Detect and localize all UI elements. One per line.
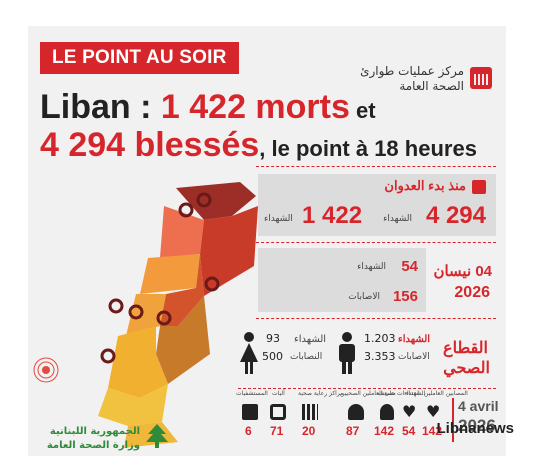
vertical-divider	[452, 398, 454, 442]
cedar-icon	[146, 424, 168, 448]
since-dead-label: الشهداء	[264, 214, 293, 224]
day-date: 04 نيسان	[433, 263, 492, 280]
ambulance-icon	[270, 404, 286, 420]
day-box: 54 الشهداء 156 الاصابات	[258, 248, 426, 312]
icon-value-3: 87	[346, 424, 360, 438]
since-title: منذ بدء العدوان	[384, 178, 466, 193]
headline-et: et	[349, 98, 376, 123]
footer-year: 2026	[458, 416, 496, 435]
female-wounded-label: النصابات	[290, 352, 323, 362]
icon-label-5: الشهداء	[406, 390, 426, 397]
worker-icon	[380, 404, 394, 420]
male-wounded: 3.353	[364, 350, 396, 363]
female-icon	[240, 332, 258, 374]
icon-label-2: مراكز رعاية صحية	[298, 390, 344, 397]
since-wounded-label: الشهداء	[383, 214, 412, 224]
icon-value-0: 6	[245, 424, 252, 438]
footer-day: 4 avril	[458, 398, 499, 414]
day-wounded-label: الاصابات	[348, 292, 380, 302]
female-dead-label: الشهداء	[294, 334, 327, 345]
source-line1: مركز عمليات طوارئ	[360, 64, 464, 78]
since-wounded: 4 294	[425, 202, 486, 229]
day-dead-label: الشهداء	[357, 262, 386, 272]
headline-suffix: , le point à 18 heures	[259, 136, 477, 161]
health-title1: القطاع	[443, 340, 488, 357]
icon-value-5: 54	[402, 424, 416, 438]
female-dead: 93	[266, 332, 280, 345]
divider	[238, 388, 496, 389]
ministry-line2: وزارة الصحة العامة	[46, 440, 140, 451]
male-icon	[339, 332, 355, 374]
hospital-icon	[242, 404, 258, 420]
day-dead: 54	[401, 258, 418, 275]
since-dead: 1 422	[302, 202, 363, 229]
divider	[256, 318, 496, 319]
icon-value-4: 142	[374, 424, 395, 438]
source: مركز عمليات طوارئ الصحة العامة	[342, 64, 492, 100]
divider	[256, 166, 496, 167]
brand-name: Libnanews	[436, 420, 514, 437]
icon-label-0: المستشفيات	[236, 390, 268, 397]
headline-prefix: Liban :	[40, 88, 161, 126]
headline-wounded: 4 294 blessés	[40, 126, 260, 164]
female-wounded: 500	[262, 350, 283, 363]
source-line2: الصحة العامة	[399, 79, 464, 93]
calendar-icon	[472, 180, 486, 194]
icon-label-4: مسعف	[378, 390, 396, 397]
since-box: منذ بدء العدوان 4 294 الشهداء 1 422 الشه…	[258, 174, 496, 236]
calendar-icon	[470, 67, 492, 89]
icon-label-6: المصابين العاملين	[424, 390, 468, 397]
building-icon	[302, 404, 318, 420]
icon-label-1: آليات	[272, 390, 285, 397]
icon-value-2: 20	[302, 424, 316, 438]
lebanon-map	[33, 182, 258, 448]
headline-dead: 1 422 morts	[160, 88, 350, 126]
icon-value-6: 142	[422, 424, 443, 438]
heart-hand-icon: ♥	[426, 402, 441, 421]
icon-value-1: 71	[270, 424, 284, 438]
infographic-card: LE POINT AU SOIR مركز عمليات طوارئ الصحة…	[28, 26, 506, 456]
ministry-line1: الجمهورية اللبنانية	[49, 426, 140, 437]
icon-label-3: اعتداءات على العاملين الصحيين	[340, 390, 419, 397]
male-dead: 1.203	[364, 332, 396, 345]
male-wounded-label: الاصابات	[398, 352, 430, 362]
injured-icon	[348, 404, 364, 420]
male-dead-label: الشهداء	[398, 334, 431, 345]
banner: LE POINT AU SOIR	[40, 42, 239, 74]
divider	[256, 242, 496, 243]
day-year: 2026	[454, 284, 490, 301]
heart-icon: ♥	[402, 402, 417, 421]
headline-line2: 4 294 blessés, le point à 18 heures	[40, 126, 477, 165]
health-title2: الصحي	[443, 360, 490, 377]
day-wounded: 156	[392, 288, 418, 305]
headline-line1: Liban : 1 422 morts et	[40, 88, 376, 127]
